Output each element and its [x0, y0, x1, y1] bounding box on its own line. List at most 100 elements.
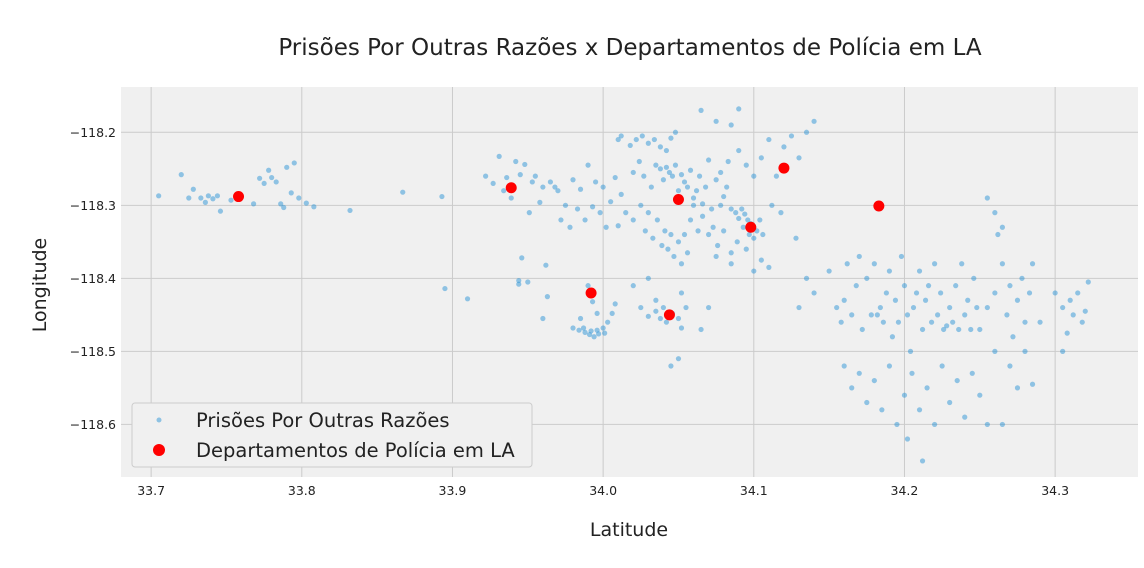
- arrest-point: [736, 215, 742, 222]
- arrest-point: [922, 297, 929, 303]
- arrest-point: [1026, 290, 1033, 296]
- arrest-point: [1022, 319, 1028, 325]
- arrest-point: [662, 228, 668, 234]
- arrest-point: [877, 304, 883, 311]
- x-tick-label: 34.3: [1041, 483, 1069, 498]
- arrest-point: [1029, 381, 1036, 387]
- arrest-point: [743, 246, 749, 252]
- arrest-point: [678, 325, 685, 331]
- arrest-point: [838, 319, 844, 325]
- arrest-point: [156, 193, 162, 199]
- arrest-point: [724, 184, 730, 190]
- arrest-point: [939, 363, 945, 369]
- arrest-point: [597, 210, 603, 216]
- arrest-point: [895, 319, 902, 325]
- arrest-point: [751, 173, 757, 179]
- arrest-point: [909, 370, 915, 376]
- arrest-point: [1004, 312, 1010, 318]
- arrest-point: [859, 326, 865, 333]
- y-axis-ticks: −118.2 −118.3 −118.4 −118.5 −118.6: [70, 125, 116, 432]
- arrest-point: [1029, 261, 1036, 267]
- arrest-point: [871, 261, 877, 267]
- arrest-point: [696, 173, 703, 179]
- arrest-point: [773, 173, 780, 179]
- arrest-point: [284, 164, 290, 170]
- arrest-point: [698, 107, 704, 113]
- arrest-point: [627, 142, 633, 149]
- arrest-point: [710, 224, 716, 230]
- arrest-point: [496, 153, 502, 159]
- x-tick-label: 33.8: [288, 483, 316, 498]
- arrest-point: [558, 217, 564, 223]
- arrest-point: [672, 162, 679, 168]
- legend-label-police: Departamentos de Polícia em LA: [196, 439, 515, 462]
- arrest-point: [641, 173, 647, 179]
- arrest-point: [618, 191, 624, 197]
- arrest-point: [525, 279, 531, 285]
- x-tick-label: 34.0: [589, 483, 617, 498]
- arrest-point: [910, 304, 917, 311]
- arrest-point: [856, 253, 862, 260]
- arrest-point: [288, 190, 294, 196]
- police-department-point: [873, 200, 885, 212]
- arrest-point: [984, 304, 990, 311]
- arrest-point: [883, 290, 889, 296]
- arrest-point: [623, 210, 629, 216]
- arrest-point: [552, 184, 558, 190]
- arrest-point: [743, 162, 749, 168]
- arrest-point: [202, 199, 208, 205]
- y-tick-label: −118.4: [70, 271, 116, 286]
- arrest-point: [702, 184, 709, 190]
- arrest-point: [522, 161, 528, 168]
- arrest-point: [901, 392, 908, 398]
- arrest-point: [898, 253, 905, 260]
- arrest-point: [721, 193, 727, 200]
- arrest-point: [567, 224, 573, 230]
- arrest-point: [400, 189, 406, 195]
- arrest-point: [483, 173, 489, 179]
- arrest-point: [645, 140, 651, 146]
- arrest-point: [593, 179, 599, 185]
- arrest-point: [303, 200, 309, 206]
- arrest-point: [781, 144, 787, 150]
- police-department-point: [778, 162, 790, 174]
- arrest-point: [663, 164, 670, 170]
- arrest-point: [1070, 312, 1076, 318]
- arrest-point: [588, 328, 594, 334]
- police-department-point: [233, 191, 245, 203]
- arrest-point: [663, 319, 670, 325]
- arrest-point: [672, 129, 679, 135]
- legend-label-arrests: Prisões Por Outras Razões: [196, 409, 450, 432]
- arrest-point: [728, 261, 734, 267]
- legend-box: [131, 402, 533, 468]
- arrest-point: [796, 155, 802, 161]
- chart-title: Prisões Por Outras Razões x Departamento…: [278, 35, 982, 61]
- legend: Prisões Por Outras Razões Departamentos …: [131, 402, 533, 468]
- arrest-point: [904, 436, 911, 442]
- arrest-point: [886, 363, 893, 369]
- arrest-point: [690, 202, 697, 208]
- arrest-point: [660, 304, 667, 311]
- arrest-point: [728, 206, 734, 212]
- arrest-point: [751, 268, 757, 274]
- arrest-point: [698, 326, 704, 333]
- arrest-point: [925, 283, 932, 289]
- arrest-point: [758, 155, 764, 161]
- arrest-point: [648, 184, 654, 190]
- x-axis-ticks: 33.7 33.8 33.9 34.0 34.1 34.2 34.3: [137, 483, 1069, 498]
- arrest-point: [965, 297, 971, 303]
- arrest-point: [984, 195, 990, 201]
- arrest-point: [281, 204, 287, 211]
- arrest-point: [935, 312, 941, 318]
- arrest-point: [844, 261, 850, 267]
- arrest-point: [699, 213, 706, 219]
- arrest-point: [657, 315, 663, 322]
- arrest-point: [668, 135, 674, 141]
- legend-marker-police: [153, 444, 165, 456]
- arrest-point: [669, 173, 676, 179]
- arrest-point: [901, 283, 908, 289]
- arrest-point: [663, 147, 670, 154]
- arrest-point: [718, 202, 724, 208]
- x-tick-label: 34.1: [740, 483, 768, 498]
- arrest-point: [1007, 283, 1013, 289]
